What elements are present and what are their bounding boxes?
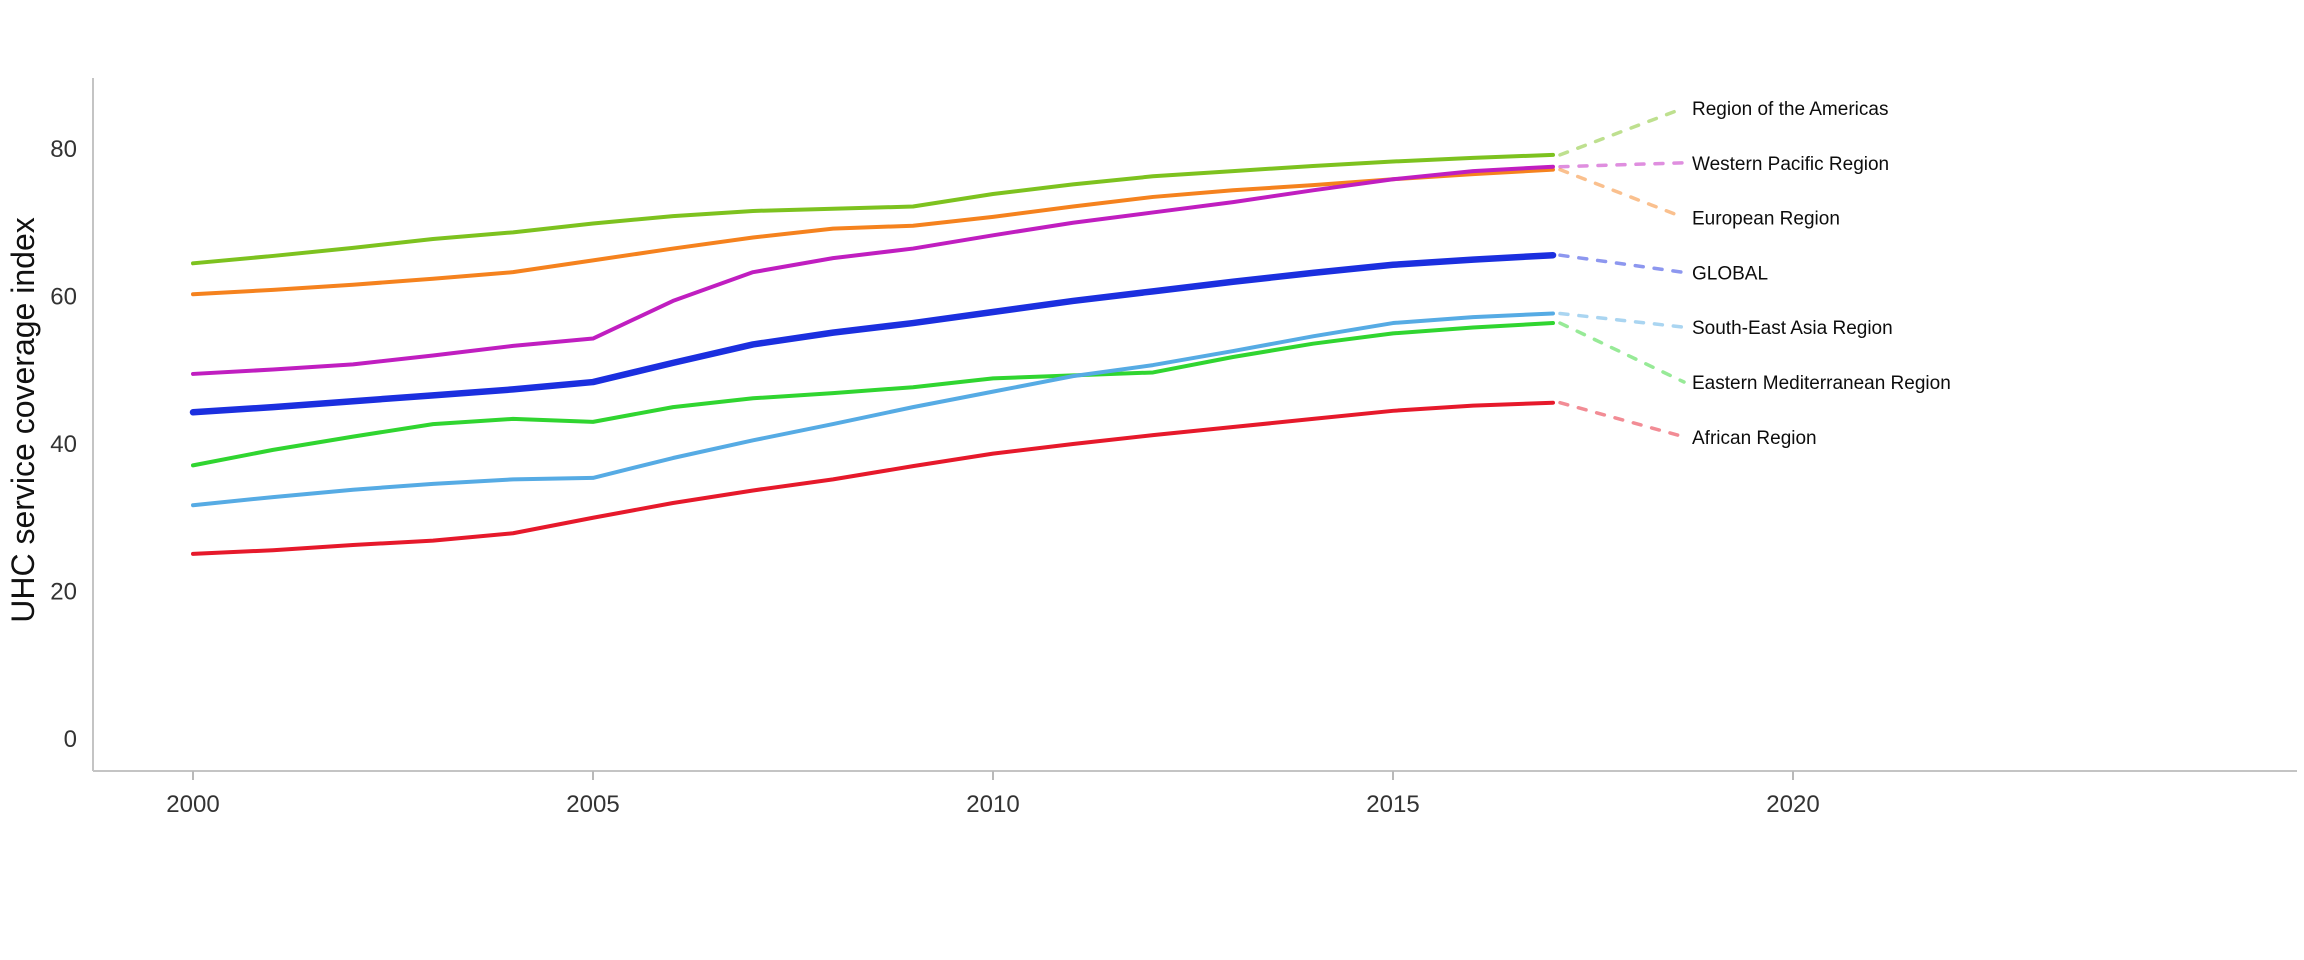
leader-line-african [1558,400,1686,439]
y-tick-label: 80 [50,136,77,163]
leader-line-americas [1558,106,1686,157]
series-label-african: African Region [1692,428,1817,449]
y-tick-label: 60 [50,284,77,311]
series-line-western-pacific [191,164,1555,376]
leader-line-global [1558,253,1686,275]
series-line-americas [191,152,1555,266]
series-label-americas: Region of the Americas [1692,99,1888,120]
leader-line-european [1558,167,1686,220]
series-label-global: GLOBAL [1692,263,1768,284]
series-line-european [191,167,1555,297]
x-tick-label: 2005 [566,791,619,818]
series-line-eastern-mediterranean [191,321,1555,468]
series-label-south-east-asia: South-East Asia Region [1692,318,1893,339]
y-tick-label: 40 [50,431,77,458]
series-label-eastern-mediterranean: Eastern Mediterranean Region [1692,373,1951,394]
y-tick-label: 0 [64,726,77,753]
x-tick-label: 2015 [1366,791,1419,818]
series-line-global [189,251,1557,416]
leader-line-eastern-mediterranean [1558,321,1686,384]
series-line-south-east-asia [191,311,1555,508]
series-label-european: European Region [1692,209,1840,230]
series-label-western-pacific: Western Pacific Region [1692,154,1889,175]
x-tick-label: 2020 [1766,791,1819,818]
x-tick-label: 2000 [166,791,219,818]
leader-line-south-east-asia [1558,311,1686,329]
y-axis-title: UHC service coverage index [5,217,41,623]
leader-line-western-pacific [1558,161,1686,169]
series-line-african [191,400,1555,556]
y-tick-label: 20 [50,579,77,606]
x-tick-label: 2010 [966,791,1019,818]
